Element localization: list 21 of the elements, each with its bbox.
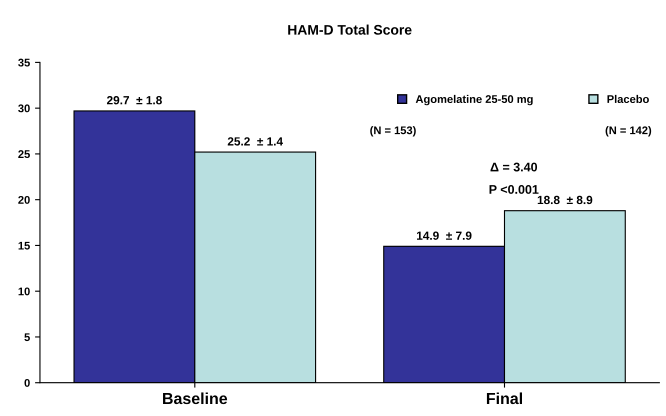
legend-label: Agomelatine 25-50 mg [416, 94, 533, 106]
y-tick-label: 35 [18, 58, 30, 67]
x-tick-label: Final [486, 392, 522, 404]
y-tick-label: 20 [18, 196, 30, 204]
y-tick-label: 0 [24, 378, 30, 387]
y-tick-label: 30 [18, 104, 30, 112]
chart-title: HAM-D Total Score [288, 24, 412, 35]
data-label: 29.7 ± 1.8 [106, 96, 162, 104]
data-label: 25.2 ± 1.4 [228, 137, 283, 146]
y-tick-label: 5 [24, 333, 30, 342]
y-tick-label: 15 [18, 242, 30, 250]
y-tick-label: 25 [18, 150, 30, 158]
data-label: 14.9 ± 7.9 [416, 231, 472, 240]
x-tick-label: Baseline [163, 392, 228, 404]
legend-label: Placebo [607, 94, 649, 104]
annotation: P <0.001 [490, 185, 539, 194]
data-label: 18.8 ± 8.9 [538, 196, 592, 204]
annotation: (N = 153) [370, 126, 416, 136]
annotation: (N = 142) [606, 126, 652, 136]
y-tick-label: 10 [18, 287, 30, 296]
annotation: Δ = 3.40 [490, 162, 538, 172]
